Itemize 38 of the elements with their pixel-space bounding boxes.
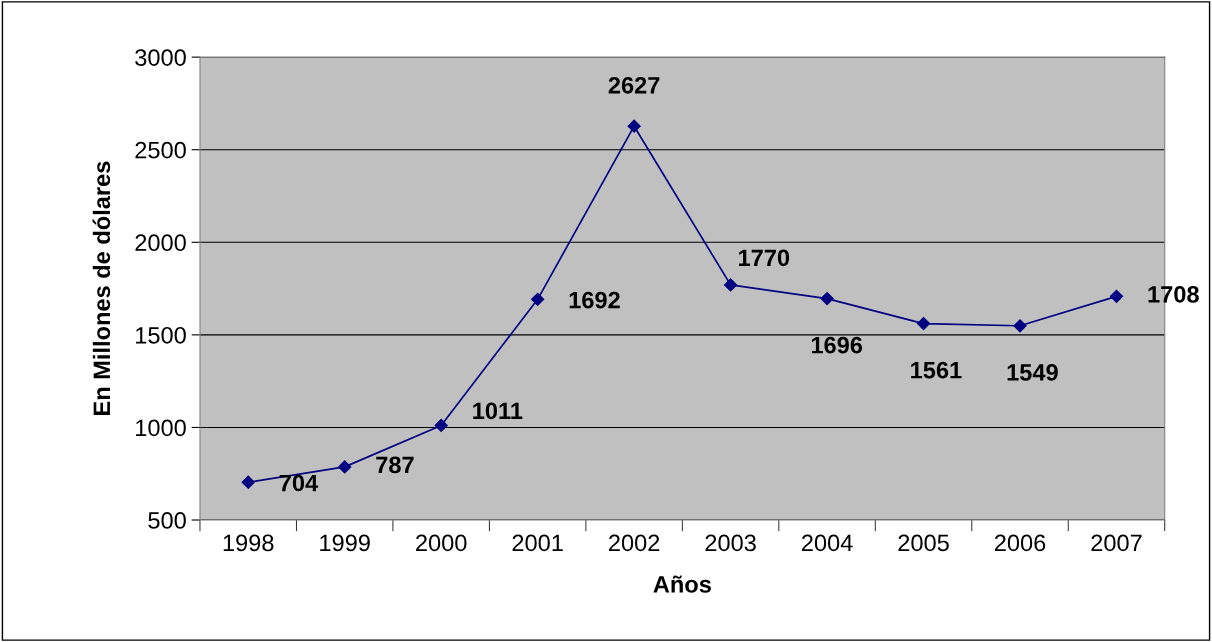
point bbox=[1013, 319, 1027, 333]
point bbox=[916, 316, 931, 331]
data-label: 1696 bbox=[811, 336, 863, 354]
x-tick-label: 2002 bbox=[609, 534, 660, 552]
point bbox=[434, 418, 448, 432]
x-tick-label: 2000 bbox=[416, 534, 467, 552]
data-label: 1708 bbox=[1148, 285, 1199, 303]
y-tick-label: 1500 bbox=[136, 326, 186, 344]
data-label: 2627 bbox=[608, 76, 660, 94]
data-label: 1770 bbox=[739, 249, 790, 267]
x-axis-title: Años bbox=[653, 575, 711, 593]
x-tick-label: 1998 bbox=[223, 534, 274, 552]
x-tick-label: 2004 bbox=[802, 534, 853, 552]
point bbox=[338, 460, 352, 474]
data-label: 787 bbox=[376, 456, 414, 474]
point bbox=[1109, 289, 1124, 303]
x-tick-label: 2005 bbox=[898, 534, 949, 552]
data-label: 1011 bbox=[473, 402, 523, 420]
x-tick-label: 2001 bbox=[512, 534, 563, 552]
data-label: 1692 bbox=[569, 291, 620, 309]
y-axis-title: En Millones de dólares bbox=[92, 161, 111, 415]
data-label: 1561 bbox=[911, 361, 962, 379]
point bbox=[627, 119, 641, 133]
point bbox=[724, 278, 738, 292]
y-tick-label: 2500 bbox=[135, 141, 186, 159]
x-tick-label: 2003 bbox=[705, 534, 756, 552]
x-tick-label: 2006 bbox=[994, 534, 1046, 552]
point bbox=[820, 291, 834, 306]
y-tick-label: 1000 bbox=[136, 419, 186, 437]
data-label: 1549 bbox=[1007, 364, 1058, 381]
point bbox=[531, 292, 545, 306]
x-tick-label: 2007 bbox=[1091, 534, 1142, 552]
data-label: 704 bbox=[279, 474, 319, 492]
x-tick-label: 1999 bbox=[320, 534, 370, 552]
y-tick-label: 500 bbox=[148, 512, 186, 529]
y-tick-label: 3000 bbox=[135, 49, 186, 66]
point bbox=[241, 475, 255, 489]
y-tick-label: 2000 bbox=[135, 234, 186, 252]
